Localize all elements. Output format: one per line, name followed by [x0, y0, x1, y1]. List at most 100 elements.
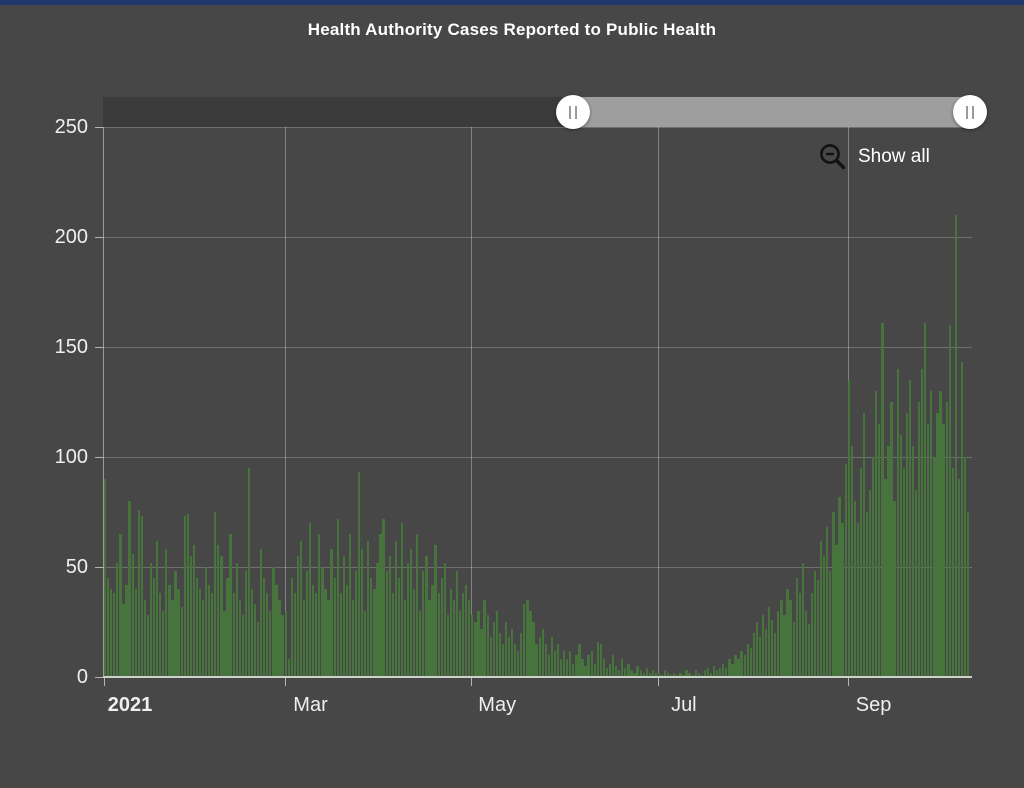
- bar: [299, 540, 303, 677]
- bar: [899, 435, 902, 677]
- bar: [939, 391, 942, 677]
- bar: [428, 600, 431, 677]
- gridline-vertical: [284, 127, 286, 677]
- bar: [902, 468, 905, 677]
- bar: [660, 674, 664, 677]
- bar: [847, 380, 850, 677]
- bar: [152, 578, 156, 677]
- bar: [731, 663, 734, 677]
- bar: [881, 322, 884, 677]
- bar: [263, 578, 266, 677]
- bar: [673, 672, 676, 677]
- bar: [859, 468, 863, 677]
- bar: [419, 611, 422, 677]
- slider-handle-left[interactable]: [556, 95, 590, 129]
- bar: [458, 611, 462, 677]
- bar: [749, 648, 752, 677]
- y-axis-tick-label: 100: [54, 446, 88, 468]
- bar: [694, 670, 697, 677]
- bar: [559, 659, 563, 677]
- bar: [351, 600, 355, 677]
- bar: [305, 571, 309, 677]
- bar: [416, 534, 419, 677]
- bar: [823, 556, 826, 677]
- bar: [373, 589, 376, 677]
- slider-track-selected[interactable]: [573, 97, 977, 127]
- bar: [400, 523, 404, 677]
- bar: [287, 659, 290, 677]
- bar: [422, 571, 425, 677]
- y-axis-tick-label: 200: [54, 226, 88, 248]
- x-axis-tick-label: Sep: [855, 694, 892, 716]
- gridline-horizontal: [103, 237, 972, 238]
- bar: [507, 637, 511, 677]
- x-axis-tick-label: Mar: [293, 694, 328, 716]
- bar: [810, 593, 814, 677]
- top-accent-bar: [0, 0, 1024, 5]
- bar: [455, 571, 459, 677]
- bar: [498, 633, 501, 677]
- bar: [312, 584, 315, 677]
- gridline-horizontal: [103, 127, 972, 128]
- slider-track-unselected[interactable]: [103, 97, 573, 127]
- bar: [110, 589, 113, 677]
- bar: [908, 380, 912, 677]
- bar: [688, 672, 691, 677]
- bar: [875, 391, 878, 677]
- bar: [590, 650, 593, 677]
- bar: [217, 545, 220, 677]
- bar: [951, 468, 954, 677]
- bar: [789, 600, 792, 677]
- bar: [253, 604, 257, 677]
- bar: [526, 600, 529, 677]
- bar: [936, 413, 939, 677]
- bar: [504, 622, 508, 677]
- bar: [884, 479, 887, 677]
- bar: [768, 606, 771, 677]
- drag-grip-icon: [972, 105, 974, 119]
- x-axis-tick: [847, 678, 849, 686]
- bar: [293, 593, 296, 677]
- y-axis-tick-label: 0: [76, 666, 88, 688]
- bar: [667, 672, 670, 677]
- bar: [514, 644, 517, 677]
- bar: [348, 534, 352, 677]
- bar: [887, 446, 890, 677]
- show-all-button[interactable]: Show all: [818, 140, 930, 174]
- drag-grip-icon: [966, 105, 968, 119]
- bar: [878, 424, 881, 677]
- bar: [893, 501, 896, 677]
- bar: [746, 644, 749, 677]
- chart-title: Health Authority Cases Reported to Publi…: [307, 20, 717, 39]
- bar: [119, 534, 122, 677]
- bar: [403, 600, 407, 677]
- bar: [204, 567, 208, 677]
- bar: [168, 584, 171, 677]
- bar: [654, 672, 658, 677]
- bar: [841, 523, 844, 677]
- bar: [434, 545, 437, 677]
- bar: [226, 578, 229, 677]
- bar: [862, 413, 866, 677]
- bar: [642, 672, 645, 677]
- bar: [370, 578, 373, 677]
- bar: [495, 611, 498, 677]
- bar: [446, 615, 449, 677]
- bar: [630, 670, 633, 677]
- bar: [113, 593, 116, 677]
- bar: [523, 604, 526, 677]
- bar: [615, 666, 618, 677]
- bar: [333, 578, 336, 677]
- bar: [737, 659, 740, 677]
- bar: [425, 556, 428, 677]
- bar: [596, 641, 599, 677]
- bar: [388, 556, 391, 677]
- bar: [911, 446, 915, 677]
- bar: [443, 562, 446, 677]
- bar: [813, 571, 817, 677]
- bar: [700, 674, 703, 677]
- slider-handle-right[interactable]: [953, 95, 987, 129]
- bar: [764, 628, 768, 677]
- bar: [116, 562, 119, 677]
